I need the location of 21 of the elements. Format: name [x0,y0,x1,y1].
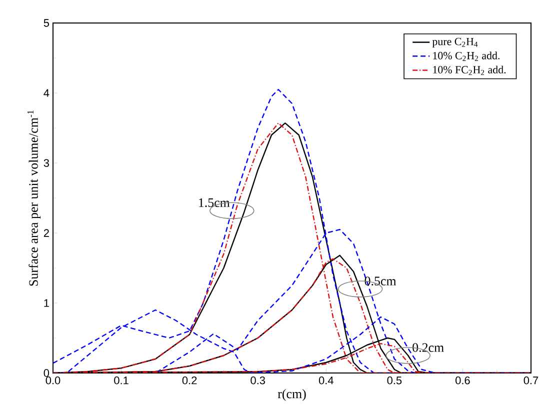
y-tick-label: 1 [44,299,49,307]
x-tick-label: 0.0 [46,376,60,384]
legend-label: 10% FC$_{2}$H$_{2}$ add. [433,66,506,75]
y-tick-label: 3 [44,159,49,167]
legend-label: 10% C$_{2}$H$_{2}$ add. [433,52,500,61]
x-axis-title: r(cm) [278,389,306,401]
x-tick-label: 0.4 [318,376,334,384]
x-tick-label: 0.6 [456,376,470,384]
x-tick-label: 0.3 [250,376,265,384]
y-axis-title: Surface area per unit volume/cm$^{-1}$ [27,110,41,286]
x-tick-label: 0.7 [524,376,538,384]
x-tick-label: 0.1 [114,376,128,384]
y-tick-label: 4 [44,89,50,97]
y-tick-label: 2 [44,229,49,237]
annotation: 1.5cm [199,198,230,208]
x-tick-label: 0.2 [182,376,197,384]
legend-label: pure C$_{2}$H$_{4}$ [432,38,478,48]
annotation: 0.5cm [364,276,396,286]
x-tick-label: 0.5 [387,376,402,384]
y-tick-label: 5 [44,19,50,27]
y-tick-label: 0 [44,369,50,377]
